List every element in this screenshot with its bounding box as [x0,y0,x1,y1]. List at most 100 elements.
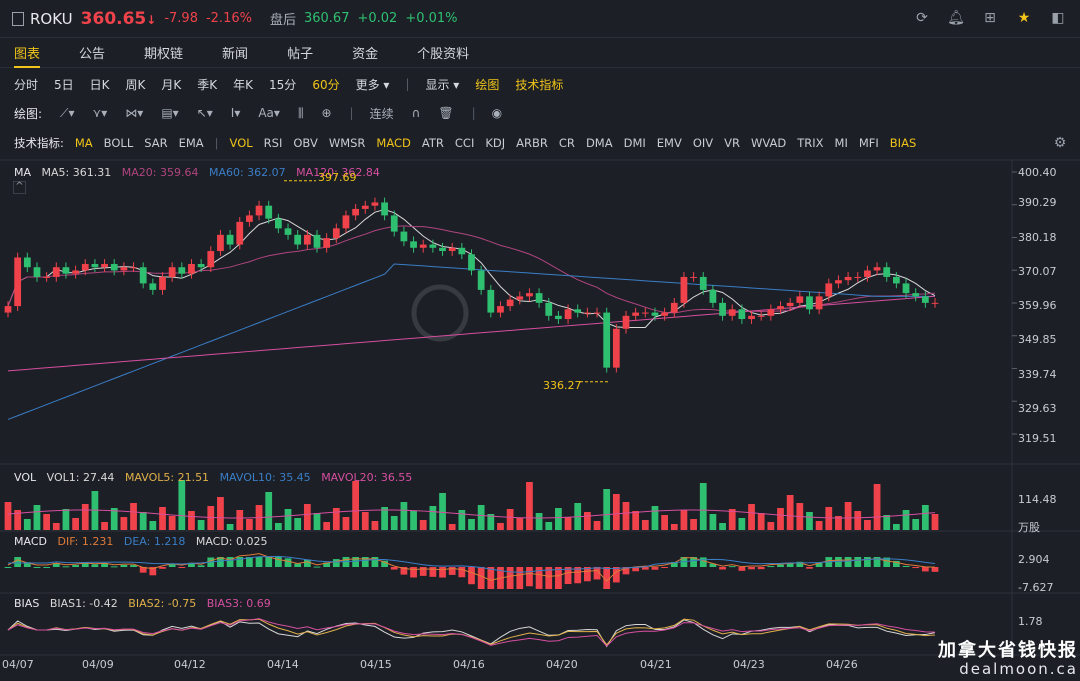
date-label: 04/23 [733,658,765,671]
ticker-symbol: ROKU [30,9,73,28]
star-icon[interactable]: ★ [1017,10,1031,26]
period-5d[interactable]: 5日 [54,77,74,92]
period-15min[interactable]: 15分 [269,77,297,92]
period-quarterly[interactable]: 季K [197,77,218,92]
macd-bar [583,567,591,582]
candle-body [110,263,118,271]
ind-dmi[interactable]: DMI [623,136,646,150]
ind-trix[interactable]: TRIX [797,136,824,150]
ind-wvad[interactable]: WVAD [751,136,787,150]
ind-obv[interactable]: OBV [293,136,318,150]
candle-body [284,228,292,235]
tab-profile[interactable]: 个股资料 [417,47,470,62]
panel-icon[interactable]: ◧ [1051,10,1065,26]
refresh-icon[interactable]: ⟳ [916,10,928,26]
ind-boll[interactable]: BOLL [103,136,134,150]
display-dropdown[interactable]: 显示 ▾ [425,77,460,92]
ind-ma[interactable]: MA [74,136,93,150]
period-more[interactable]: 更多 ▾ [355,77,390,92]
macd-bar [439,567,446,578]
zoom-icon[interactable]: ⊕ [321,106,332,120]
bias1-line [7,619,936,648]
ind-vr[interactable]: VR [724,136,740,150]
candle-body [844,276,852,281]
macd-bar [274,557,282,567]
sidebar-toggle-icon[interactable] [12,11,24,26]
collapse-icon[interactable]: ^ [13,181,26,194]
volume-bar [806,512,813,530]
candle-body [738,309,746,320]
wave-tool-icon[interactable]: ⋈▾ [125,106,144,120]
fib-tool-icon[interactable]: ▤▾ [161,106,179,120]
ind-cr[interactable]: CR [558,136,575,150]
line-tool-icon[interactable]: ⟋▾ [60,105,75,120]
tab-news[interactable]: 新闻 [222,47,249,62]
macd-bar [14,557,22,567]
ind-macd[interactable]: MACD [376,136,411,150]
tab-posts[interactable]: 帖子 [287,47,314,62]
divider: | [405,77,410,91]
channel-tool-icon[interactable]: ⋎▾ [92,106,108,120]
bell-icon[interactable]: 🔔︎ [947,10,965,26]
candle-body [439,247,446,252]
macd-bar [506,567,514,589]
ind-ema[interactable]: EMA [178,136,204,150]
macd-bar [400,567,408,575]
continuous-draw-toggle[interactable]: 连续 [369,106,394,121]
price-axis-2: 380.18 [1018,231,1057,244]
ind-kdj[interactable]: KDJ [485,136,506,150]
settings-gear-icon[interactable]: ⚙ [1053,135,1067,151]
volume-bar [14,510,22,530]
candle-body [400,231,408,242]
tab-announcements[interactable]: 公告 [79,47,106,62]
candle-body [361,205,369,209]
eye-icon[interactable]: ◉ [491,106,503,120]
volume-bar [757,513,765,530]
ind-rsi[interactable]: RSI [263,136,283,150]
grid-icon[interactable]: ⊞ [984,10,996,26]
tab-chart[interactable]: 图表 [14,38,41,68]
date-label: 04/12 [174,658,206,671]
cursor-tool-icon[interactable]: Ⅰ▾ [230,106,241,120]
draw-toggle[interactable]: 绘图 [475,77,500,92]
volume-bar [178,480,186,530]
candle-body [207,251,215,268]
ind-mi[interactable]: MI [834,136,848,150]
ind-oiv[interactable]: OIV [692,136,714,150]
tab-funds[interactable]: 资金 [352,47,379,62]
ind-wmsr[interactable]: WMSR [328,136,366,150]
period-monthly[interactable]: 月K [161,77,182,92]
ind-emv[interactable]: EMV [656,136,682,150]
ind-vol[interactable]: VOL [229,136,253,150]
period-yearly[interactable]: 年K [233,77,254,92]
ind-sar[interactable]: SAR [144,136,168,150]
candle-body [612,328,620,368]
period-60min[interactable]: 60分 [312,77,340,92]
ind-mfi[interactable]: MFI [858,136,879,150]
tab-options[interactable]: 期权链 [144,47,184,62]
ind-arbr[interactable]: ARBR [516,136,548,150]
ind-bias[interactable]: BIAS [889,136,917,150]
candle-body [217,234,224,252]
measure-tool-icon[interactable]: ⫼ [297,105,304,120]
period-daily[interactable]: 日K [89,77,110,92]
macd-bar [477,567,485,589]
tech-indicator-toggle[interactable]: 技术指标 [515,77,564,92]
ind-dma[interactable]: DMA [585,136,613,150]
candle-body [921,296,929,303]
arrow-tool-icon[interactable]: ↖▾ [196,106,213,120]
candle-body [188,263,195,274]
vol-axis-unit: 万股 [1018,521,1040,534]
macd-bar [516,567,524,589]
ind-cci[interactable]: CCI [454,136,475,150]
volume-bar [593,521,601,530]
candle-body [62,267,70,274]
period-weekly[interactable]: 周K [125,77,146,92]
macd-bar [352,557,360,567]
text-tool-icon[interactable]: Aa▾ [258,106,280,120]
ind-atr[interactable]: ATR [421,136,444,150]
period-intraday[interactable]: 分时 [14,77,39,92]
magnet-icon[interactable]: ∩ [411,106,421,120]
trash-icon[interactable]: 🗑︎ [438,106,454,120]
